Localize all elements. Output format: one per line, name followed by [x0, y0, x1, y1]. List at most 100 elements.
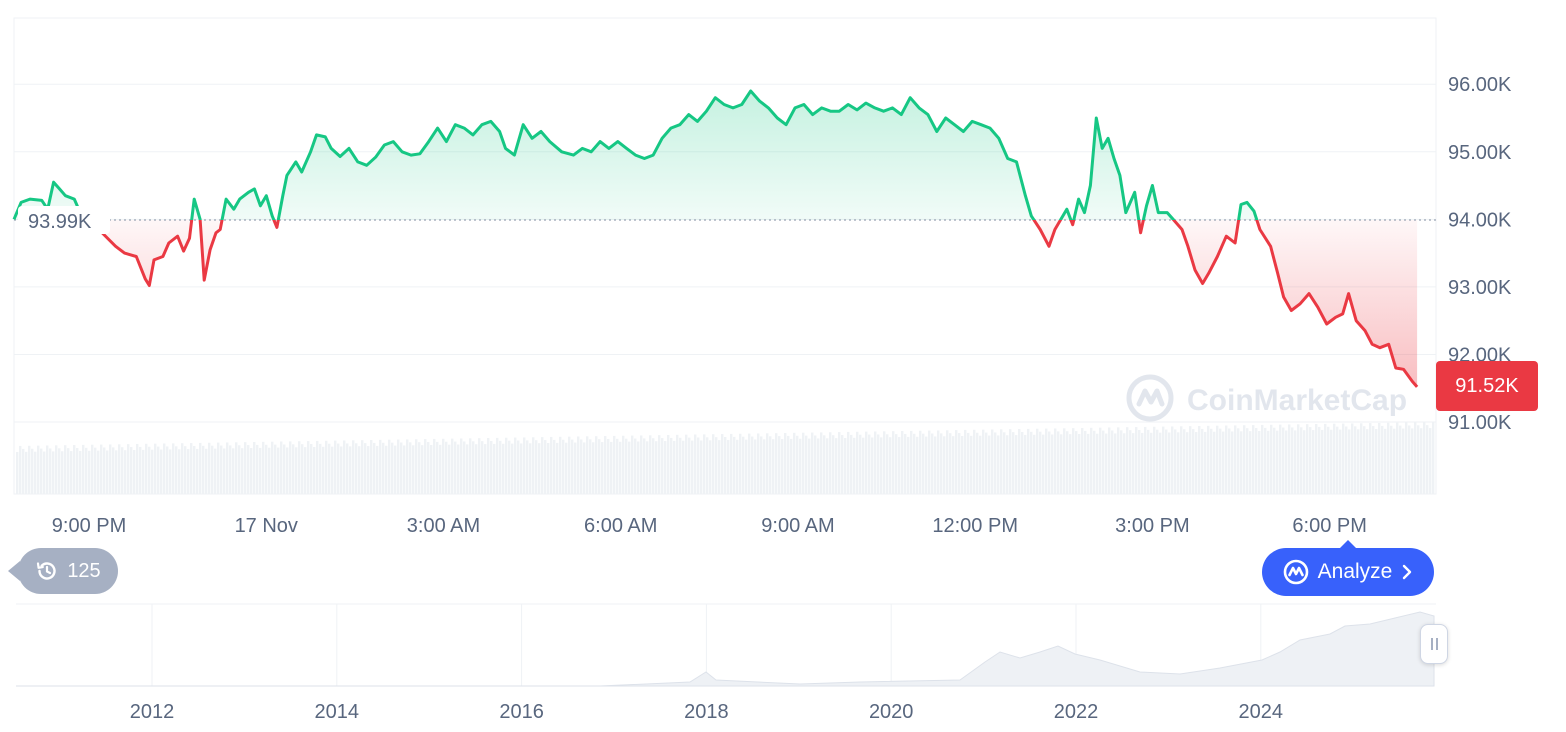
volume-bar [1030, 431, 1033, 494]
volume-bar [388, 439, 391, 494]
volume-bar [409, 442, 412, 494]
overview-year-label: 2014 [315, 701, 360, 723]
overview-range-handle[interactable] [1420, 624, 1448, 664]
volume-bar [1249, 431, 1252, 494]
volume-bar [1138, 430, 1141, 494]
volume-bar [211, 445, 214, 494]
volume-bar [523, 437, 526, 494]
volume-bar [622, 435, 625, 494]
volume-bar [244, 442, 247, 494]
volume-bar [190, 443, 193, 494]
volume-bar [538, 443, 541, 494]
volume-bar [370, 440, 373, 494]
volume-bar [1006, 435, 1009, 494]
area-below-baseline [14, 220, 1418, 387]
y-axis: 91.00K 92.00K 93.00K 94.00K 95.00K 96.00K [1448, 74, 1512, 434]
volume-bar [868, 434, 871, 494]
volume-bar [1300, 427, 1303, 494]
volume-bar [1390, 425, 1393, 494]
volume-bar [88, 450, 91, 494]
volume-bar [241, 448, 244, 494]
volume-bars [16, 422, 1435, 494]
volume-bar [847, 431, 850, 494]
volume-bar [265, 444, 268, 494]
volume-bar [334, 440, 337, 494]
volume-bar [853, 437, 856, 494]
volume-bar [1066, 431, 1069, 494]
volume-bar [973, 429, 976, 494]
volume-bar [886, 434, 889, 494]
volume-bar [37, 445, 40, 494]
x-tick-label: 9:00 PM [52, 515, 126, 537]
volume-bar [205, 448, 208, 494]
history-badge[interactable]: 125 [8, 548, 118, 594]
volume-bar [1429, 428, 1432, 494]
volume-bar [367, 446, 370, 494]
volume-bar [1318, 426, 1321, 494]
volume-bar [814, 435, 817, 494]
volume-bar [448, 444, 451, 494]
volume-bar [214, 448, 217, 494]
volume-bar [1159, 432, 1162, 494]
volume-bar [493, 443, 496, 494]
volume-bar [757, 433, 760, 494]
volume-bar [907, 436, 910, 494]
volume-bar [604, 436, 607, 494]
volume-bar [1339, 429, 1342, 494]
volume-bar [1207, 425, 1210, 494]
volume-bar [1348, 429, 1351, 494]
volume-bar [175, 446, 178, 494]
volume-bar [472, 441, 475, 494]
volume-bar [1018, 429, 1021, 494]
volume-bar [616, 438, 619, 494]
volume-bar [721, 434, 724, 494]
volume-bar [1294, 430, 1297, 494]
volume-bar [328, 443, 331, 494]
volume-bar [532, 437, 535, 494]
volume-bar [1000, 429, 1003, 494]
volume-bar [352, 440, 355, 494]
volume-bar [961, 436, 964, 494]
volume-bar [1141, 432, 1144, 494]
volume-bar [793, 432, 796, 494]
volume-bar [841, 435, 844, 494]
volume-bar [166, 446, 169, 494]
volume-bar [1144, 426, 1147, 494]
volume-bar [1354, 426, 1357, 494]
volume-bar [433, 438, 436, 494]
overview-year-label: 2020 [869, 701, 914, 723]
volume-bar [1261, 424, 1264, 494]
volume-bar [196, 448, 199, 494]
volume-bar [403, 445, 406, 494]
volume-bar [217, 442, 220, 494]
volume-bar [874, 431, 877, 494]
volume-bar [952, 436, 955, 494]
volume-bar [463, 441, 466, 494]
volume-bar [862, 437, 865, 494]
volume-bar [346, 443, 349, 494]
volume-bar [634, 438, 637, 494]
volume-bar [1255, 428, 1258, 494]
volume-bar [94, 447, 97, 494]
volume-bar [1414, 422, 1417, 494]
analyze-button[interactable]: Analyze [1262, 540, 1434, 596]
volume-bar [457, 444, 460, 494]
volume-bar [913, 433, 916, 494]
volume-bar [958, 433, 961, 494]
volume-bar [118, 444, 121, 494]
volume-bar [838, 432, 841, 494]
volume-bar [730, 433, 733, 494]
volume-bar [199, 442, 202, 494]
volume-bar [1342, 423, 1345, 494]
volume-bar [1075, 431, 1078, 494]
volume-bar [121, 447, 124, 494]
volume-bar [154, 443, 157, 494]
watermark: CoinMarketCap [1126, 374, 1407, 422]
volume-bar [1336, 426, 1339, 494]
volume-bar [52, 451, 55, 494]
volume-bar [250, 448, 253, 494]
volume-bar [667, 434, 670, 494]
y-tick-label: 95.00K [1448, 142, 1512, 164]
volume-bar [136, 443, 139, 494]
